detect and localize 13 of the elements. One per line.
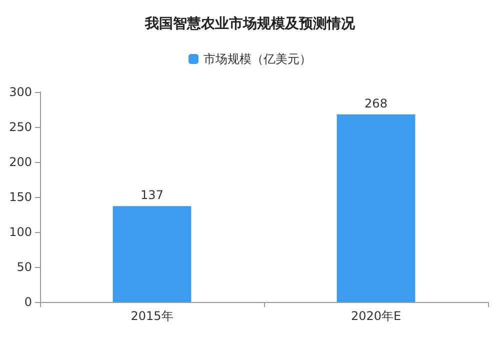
y-tick-label: 0 (24, 295, 32, 309)
x-tick-label: 2020年E (350, 309, 402, 323)
legend-label: 市场规模（亿美元） (204, 52, 312, 66)
y-tick-label: 300 (9, 85, 32, 99)
y-tick-label: 250 (9, 120, 32, 134)
data-label: 268 (364, 96, 388, 110)
y-tick-label: 150 (9, 190, 32, 204)
chart-title: 我国智慧农业市场规模及预测情况 (144, 15, 356, 32)
y-tick-label: 100 (9, 225, 32, 239)
data-label: 137 (140, 188, 164, 202)
y-tick-label: 50 (16, 260, 32, 274)
y-tick-label: 200 (9, 155, 32, 169)
x-tick-label: 2015年 (130, 309, 174, 323)
